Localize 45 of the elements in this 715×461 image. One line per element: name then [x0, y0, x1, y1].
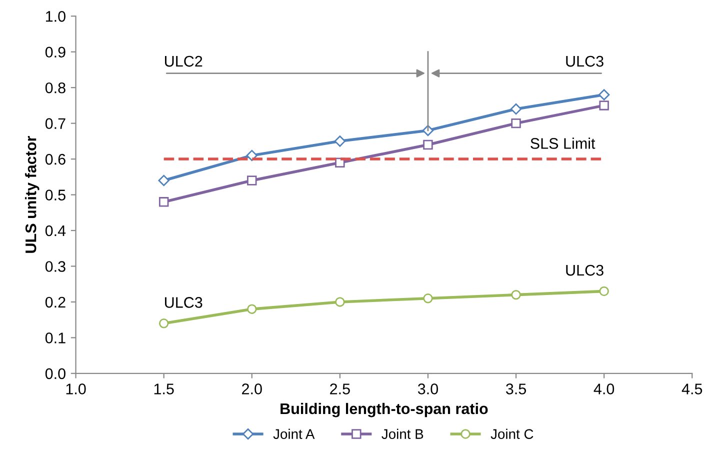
point — [158, 174, 170, 186]
point — [158, 318, 169, 328]
annotation: ULC2 — [165, 56, 202, 67]
point — [598, 89, 610, 100]
point — [247, 176, 257, 186]
point — [423, 294, 433, 304]
point — [247, 304, 257, 314]
x-axis-title: Building length-to-span ratio — [280, 402, 488, 418]
x-tick-label: 1.0 — [66, 384, 86, 394]
x-tick-label: 1.5 — [154, 384, 174, 394]
y-tick-label: 0.0 — [45, 368, 66, 380]
y-tick-label: 0.8 — [45, 82, 66, 94]
annotation: ULC3 — [165, 297, 202, 308]
legend-label: Joint C — [490, 428, 534, 439]
point — [423, 140, 433, 150]
y-tick-label: 0.2 — [45, 296, 66, 308]
y-tick-label: 0.4 — [45, 225, 66, 236]
point — [511, 290, 521, 300]
point — [335, 297, 345, 307]
x-tick-label: 2.0 — [242, 384, 262, 394]
annotation: ULC3 — [566, 56, 604, 67]
y-tick-label: 1.0 — [46, 11, 66, 22]
y-tick-label: 0.5 — [45, 190, 66, 200]
x-tick-label: 3.0 — [418, 384, 438, 394]
point — [510, 103, 522, 115]
point — [511, 118, 521, 128]
point — [158, 197, 169, 207]
y-tick-label: 0.7 — [45, 118, 66, 130]
point — [246, 150, 258, 162]
x-tick-label: 2.5 — [330, 384, 350, 394]
y-tick-label: 0.1 — [45, 332, 66, 344]
x-tick-label: 3.5 — [506, 384, 526, 394]
y-tick-label: 0.6 — [45, 154, 66, 165]
point — [599, 100, 609, 110]
y-axis-title: ULS unity factor — [25, 136, 40, 253]
point — [599, 286, 609, 296]
legend-label: Joint B — [382, 428, 424, 439]
point — [334, 136, 346, 147]
x-tick-label: 4.5 — [682, 384, 702, 394]
legend-label: Joint A — [273, 428, 315, 439]
x-tick-label: 4.0 — [594, 384, 614, 394]
y-tick-label: 0.3 — [45, 261, 66, 272]
ref-line-label: SLS Limit — [530, 138, 596, 149]
annotation: ULC3 — [566, 264, 604, 276]
y-tick-label: 0.9 — [45, 46, 66, 58]
